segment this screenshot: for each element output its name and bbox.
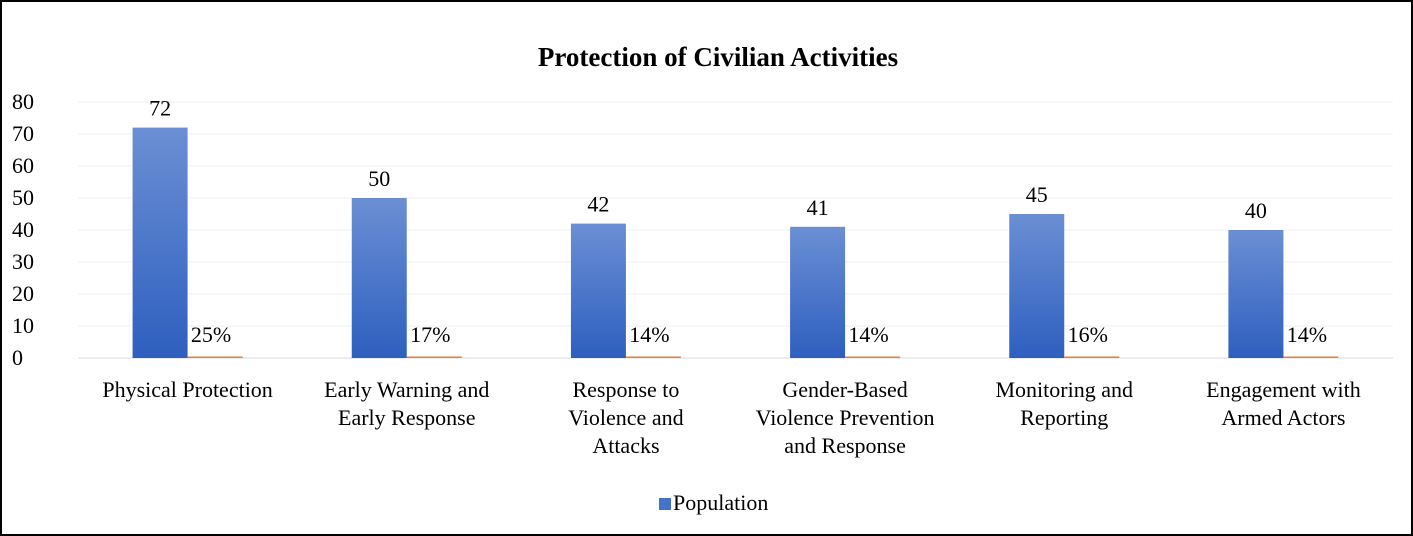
- y-tick-label: 80: [12, 89, 34, 114]
- gridlines: [78, 101, 1393, 359]
- legend-label-population: Population: [673, 490, 768, 515]
- data-label-percentage: 14%: [1287, 322, 1327, 347]
- x-tick-label: Engagement with: [1206, 377, 1361, 402]
- data-label-population: 42: [587, 192, 609, 217]
- legend: Population: [659, 490, 768, 515]
- x-tick-label: Armed Actors: [1221, 405, 1345, 430]
- x-tick-label: and Response: [784, 433, 906, 458]
- x-tick-label: Reporting: [1020, 405, 1108, 430]
- x-tick-label: Violence Prevention: [756, 405, 935, 430]
- x-tick-label: Early Warning and: [324, 377, 489, 402]
- bar-population: [790, 226, 846, 358]
- x-tick-label: Early Response: [338, 405, 475, 430]
- chart-title: Protection of Civilian Activities: [538, 42, 898, 72]
- x-tick-label: Response to: [572, 377, 679, 402]
- bar-population: [351, 198, 407, 358]
- x-tick-label: Gender-Based: [782, 377, 907, 402]
- bar-percentage: [625, 356, 681, 358]
- y-tick-label: 30: [12, 249, 34, 274]
- bar-population: [1228, 230, 1284, 358]
- bar-percentage: [1283, 356, 1339, 358]
- x-tick-label: Attacks: [592, 433, 659, 458]
- y-tick-label: 10: [12, 313, 34, 338]
- y-tick-label: 40: [12, 217, 34, 242]
- legend-swatch-population: [659, 498, 671, 510]
- bar-percentage: [406, 356, 462, 358]
- y-tick-label: 20: [12, 281, 34, 306]
- bar-percentage: [845, 356, 901, 358]
- bar-population: [132, 127, 188, 358]
- data-label-percentage: 14%: [848, 322, 888, 347]
- bar-percentage: [187, 356, 243, 358]
- data-label-population: 45: [1026, 182, 1048, 207]
- data-label-population: 41: [807, 195, 829, 220]
- x-axis: Physical Protection Early Warning and Earl…: [102, 377, 1360, 458]
- data-label-population: 40: [1245, 198, 1267, 223]
- bar-percentage: [1064, 356, 1120, 358]
- y-tick-label: 0: [12, 345, 23, 370]
- data-label-percentage: 25%: [191, 322, 231, 347]
- data-label-percentage: 17%: [410, 322, 450, 347]
- data-label-population: 50: [368, 166, 390, 191]
- bar-population: [1009, 214, 1065, 358]
- y-tick-label: 70: [12, 121, 34, 146]
- x-tick-label: Violence and: [568, 405, 683, 430]
- y-axis: 0 10 20 30 40 50 60 70 80: [12, 89, 34, 370]
- data-label-percentage: 14%: [629, 322, 669, 347]
- y-tick-label: 50: [12, 185, 34, 210]
- bar-population: [570, 223, 626, 358]
- data-label-percentage: 16%: [1068, 322, 1108, 347]
- data-label-population: 72: [149, 96, 171, 121]
- x-tick-label: Monitoring and: [996, 377, 1134, 402]
- y-tick-label: 60: [12, 153, 34, 178]
- x-tick-label: Physical Protection: [102, 377, 272, 402]
- bars: 72 25% 50 17% 42 14% 41 14% 45 16% 40 14%: [132, 96, 1339, 358]
